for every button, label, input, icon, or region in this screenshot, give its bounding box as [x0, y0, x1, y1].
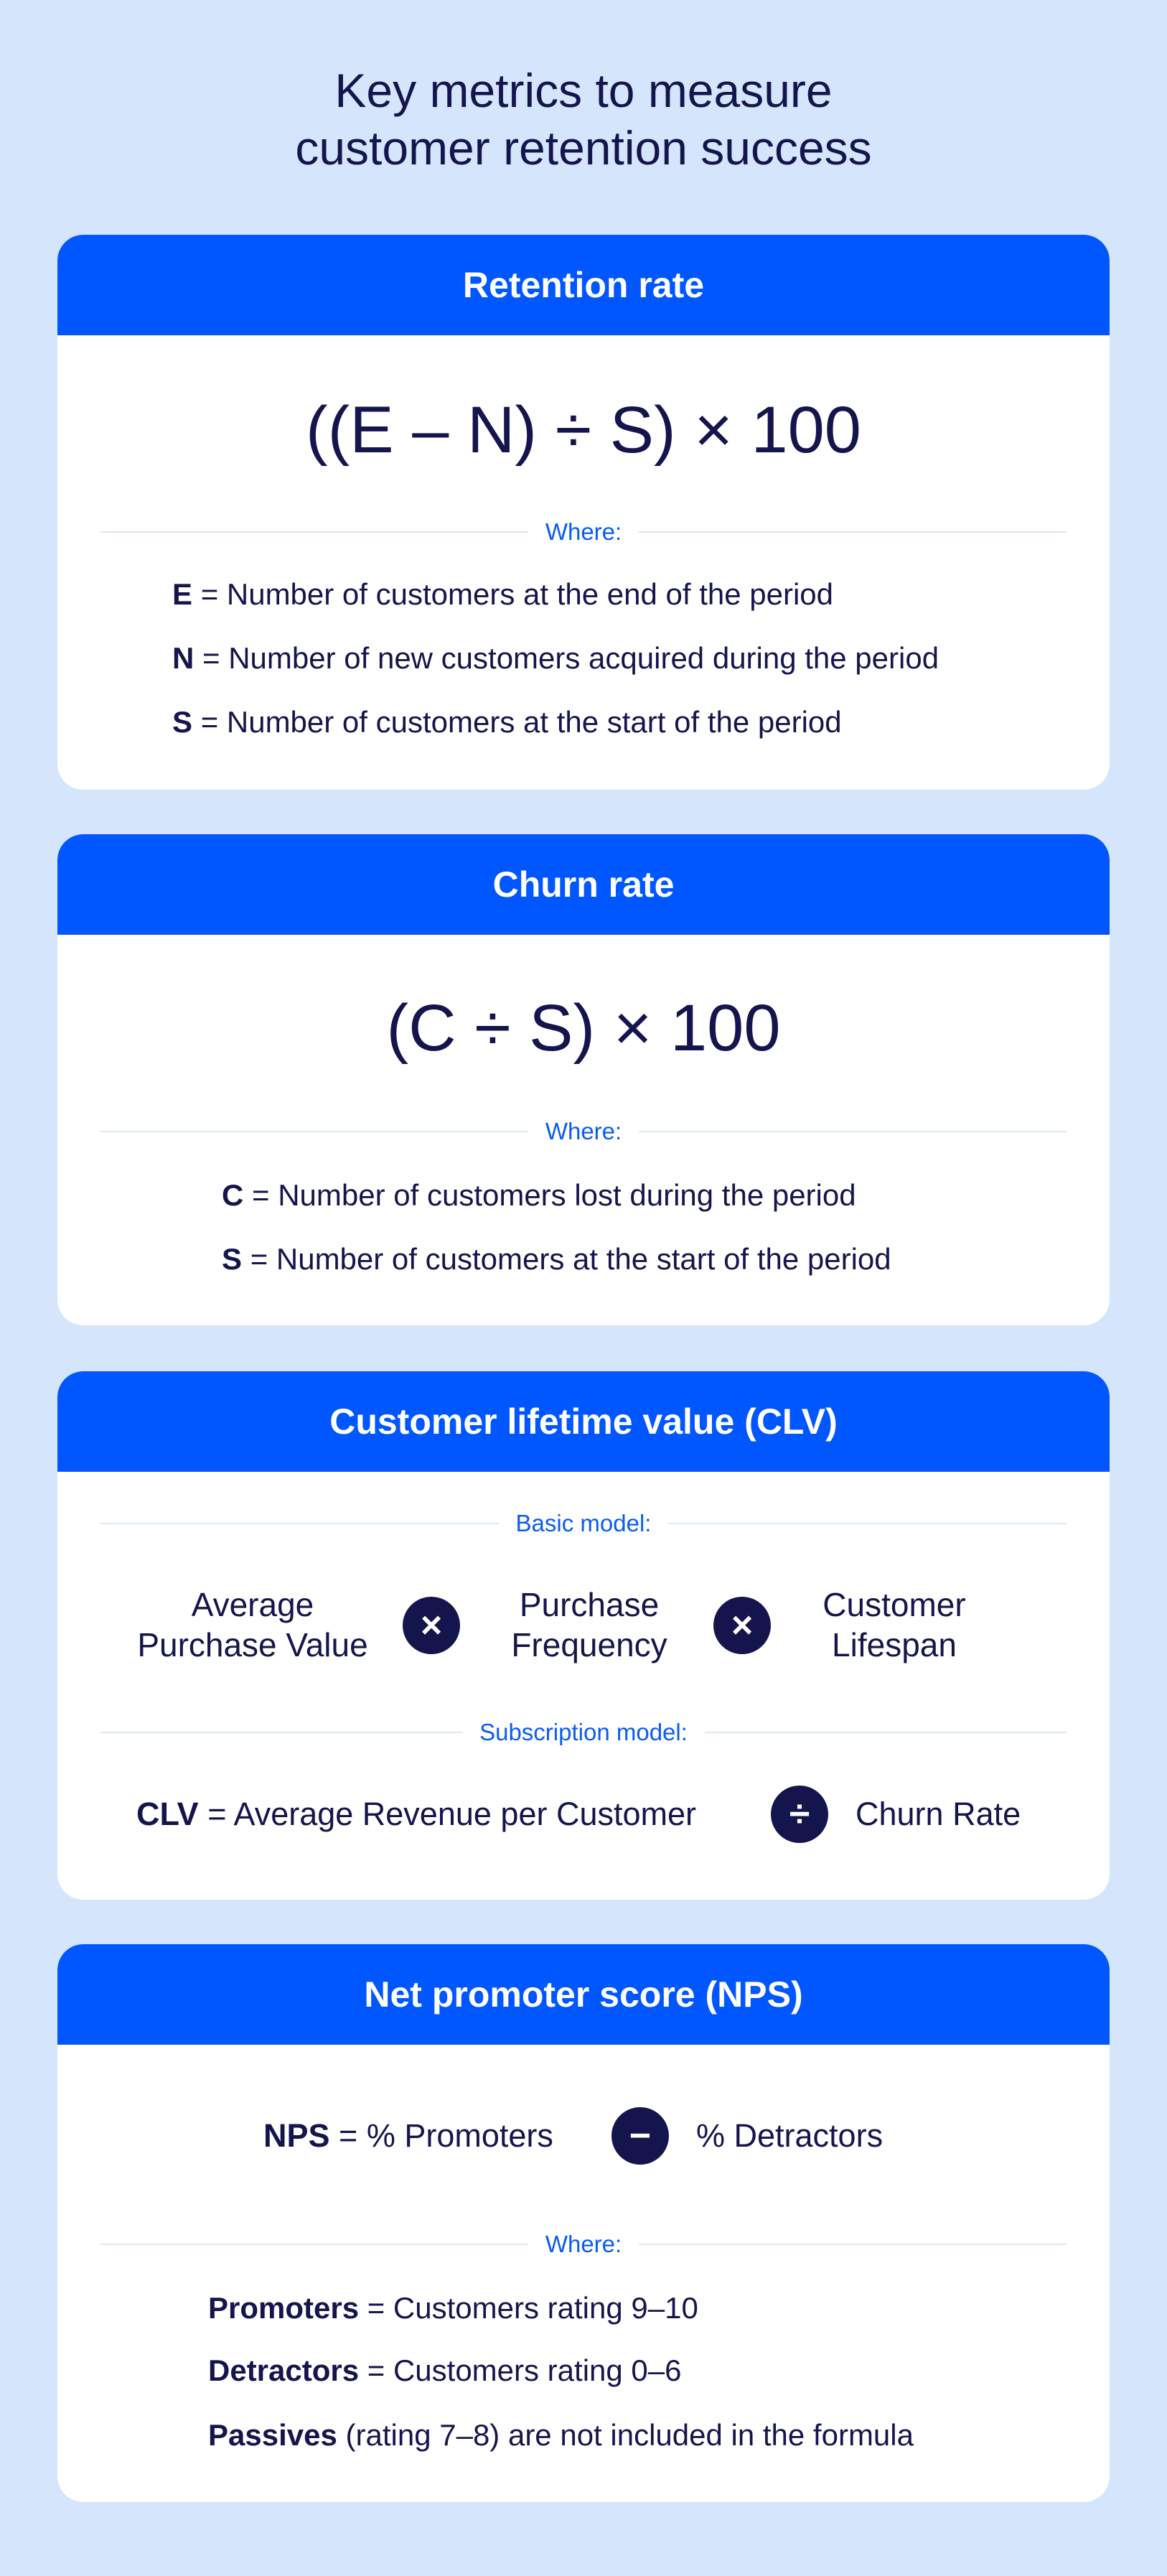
symbol: N — [172, 641, 194, 675]
where-divider: Where: — [100, 2230, 1067, 2259]
card-heading: Net promoter score (NPS) — [57, 1944, 1110, 2045]
definition-text: = Number of customers at the end of the … — [200, 577, 834, 611]
term-line: Average — [191, 1586, 314, 1623]
card-heading: Churn rate — [57, 834, 1110, 935]
formula: (C ÷ S) × 100 — [386, 991, 781, 1065]
definition-text: = Number of customers at the start of th… — [250, 1242, 891, 1276]
nps-formula-left: NPS = % Promoters — [263, 2118, 553, 2154]
divisor: Churn Rate — [856, 1796, 1021, 1832]
term-line: Purchase Value — [137, 1626, 368, 1663]
definition: C = Number of customers lost during the … — [222, 1177, 856, 1213]
where-label: Where: — [545, 2231, 622, 2257]
minus-icon: − — [611, 2107, 669, 2165]
definition: S = Number of customers at the start of … — [222, 1241, 891, 1277]
nps-card: Net promoter score (NPS) NPS = % Promote… — [57, 1944, 1110, 2502]
card-heading: Customer lifetime value (CLV) — [57, 1371, 1110, 1472]
definition: Detractors = Customers rating 0–6 — [208, 2353, 681, 2389]
symbol: Detractors — [208, 2353, 360, 2387]
formula: ((E – N) ÷ S) × 100 — [306, 393, 861, 467]
definition: Passives (rating 7–8) are not included i… — [208, 2417, 914, 2453]
symbol: S — [222, 1242, 243, 1276]
page-title-line-1: Key metrics to measure — [334, 64, 833, 117]
definition-text: (rating 7–8) are not included in the for… — [345, 2418, 914, 2452]
basic-model-divider: Basic model: — [100, 1509, 1067, 1538]
definition-text: = Number of customers lost during the pe… — [252, 1178, 856, 1212]
term-line: Frequency — [511, 1626, 667, 1663]
symbol: NPS — [263, 2117, 330, 2154]
definition: Promoters = Customers rating 9–10 — [208, 2290, 698, 2326]
retention-rate-card: Retention rate ((E – N) ÷ S) × 100 Where… — [57, 235, 1110, 790]
churn-rate-card: Churn rate (C ÷ S) × 100 Where: C = Numb… — [57, 834, 1110, 1325]
card-heading: Retention rate — [57, 235, 1110, 335]
term-purchase-frequency: Purchase Frequency — [446, 1585, 733, 1665]
symbol: S — [172, 705, 193, 739]
symbol: C — [222, 1178, 244, 1212]
term-line: Purchase — [519, 1586, 660, 1623]
clv-card: Customer lifetime value (CLV) Basic mode… — [57, 1371, 1110, 1900]
definition: E = Number of customers at the end of th… — [172, 577, 833, 612]
symbol: E — [172, 577, 193, 611]
term-line: Lifespan — [832, 1626, 957, 1663]
where-label: Where: — [545, 518, 622, 545]
definition-text: = Customers rating 0–6 — [367, 2353, 682, 2387]
subscription-model-divider: Subscription model: — [100, 1718, 1067, 1747]
page-title-line-2: customer retention success — [295, 121, 872, 174]
definition-text: = Customers rating 9–10 — [367, 2291, 698, 2325]
divide-icon: ÷ — [771, 1786, 828, 1843]
where-divider: Where: — [100, 1117, 1067, 1146]
where-divider: Where: — [100, 518, 1067, 546]
formula-text: = % Promoters — [339, 2117, 553, 2154]
where-label: Where: — [545, 1118, 622, 1144]
term-average-purchase-value: Average Purchase Value — [109, 1585, 396, 1665]
symbol: Passives — [208, 2418, 337, 2452]
subscription-model-label: Subscription model: — [479, 1719, 688, 1745]
term-customer-lifespan: Customer Lifespan — [751, 1585, 1038, 1665]
subscription-formula: CLV = Average Revenue per Customer — [136, 1796, 696, 1832]
definition-text: = Number of customers at the start of th… — [200, 705, 842, 739]
symbol: Promoters — [208, 2291, 360, 2325]
formula-text: = Average Revenue per Customer — [207, 1796, 697, 1832]
definition: S = Number of customers at the start of … — [172, 704, 842, 740]
multiply-icon: × — [713, 1597, 771, 1654]
multiply-icon: × — [403, 1597, 460, 1654]
definition: N = Number of new customers acquired dur… — [172, 640, 939, 676]
definition-text: = Number of new customers acquired durin… — [202, 641, 939, 675]
symbol: CLV — [136, 1796, 199, 1832]
term-line: Customer — [822, 1586, 966, 1623]
nps-formula-right: % Detractors — [696, 2117, 884, 2154]
basic-model-label: Basic model: — [515, 1510, 652, 1536]
